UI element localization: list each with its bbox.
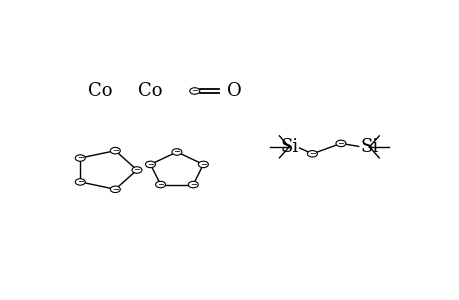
Circle shape [75,155,85,161]
Text: Co: Co [88,82,112,100]
Circle shape [188,181,198,188]
Text: −: − [191,86,198,95]
Text: −: − [337,139,344,148]
Circle shape [155,181,165,188]
Text: −: − [112,185,118,194]
Text: Si: Si [359,138,378,156]
Text: −: − [77,177,84,186]
Circle shape [110,186,120,193]
Text: Si: Si [280,138,298,156]
Circle shape [132,167,142,173]
Circle shape [307,151,317,157]
Circle shape [335,140,345,147]
Text: −: − [147,160,154,169]
Text: O: O [226,82,241,100]
Circle shape [172,149,181,155]
Text: −: − [133,166,140,175]
Text: −: − [173,148,180,157]
Text: −: − [77,154,84,163]
Text: −: − [157,180,164,189]
Text: −: − [308,149,315,158]
Circle shape [145,161,155,168]
Text: −: − [112,146,118,155]
Circle shape [75,179,85,185]
Text: −: − [200,160,207,169]
Circle shape [110,147,120,154]
Circle shape [198,161,208,168]
Text: −: − [190,180,196,189]
Text: Co: Co [138,82,162,100]
Circle shape [190,88,199,94]
